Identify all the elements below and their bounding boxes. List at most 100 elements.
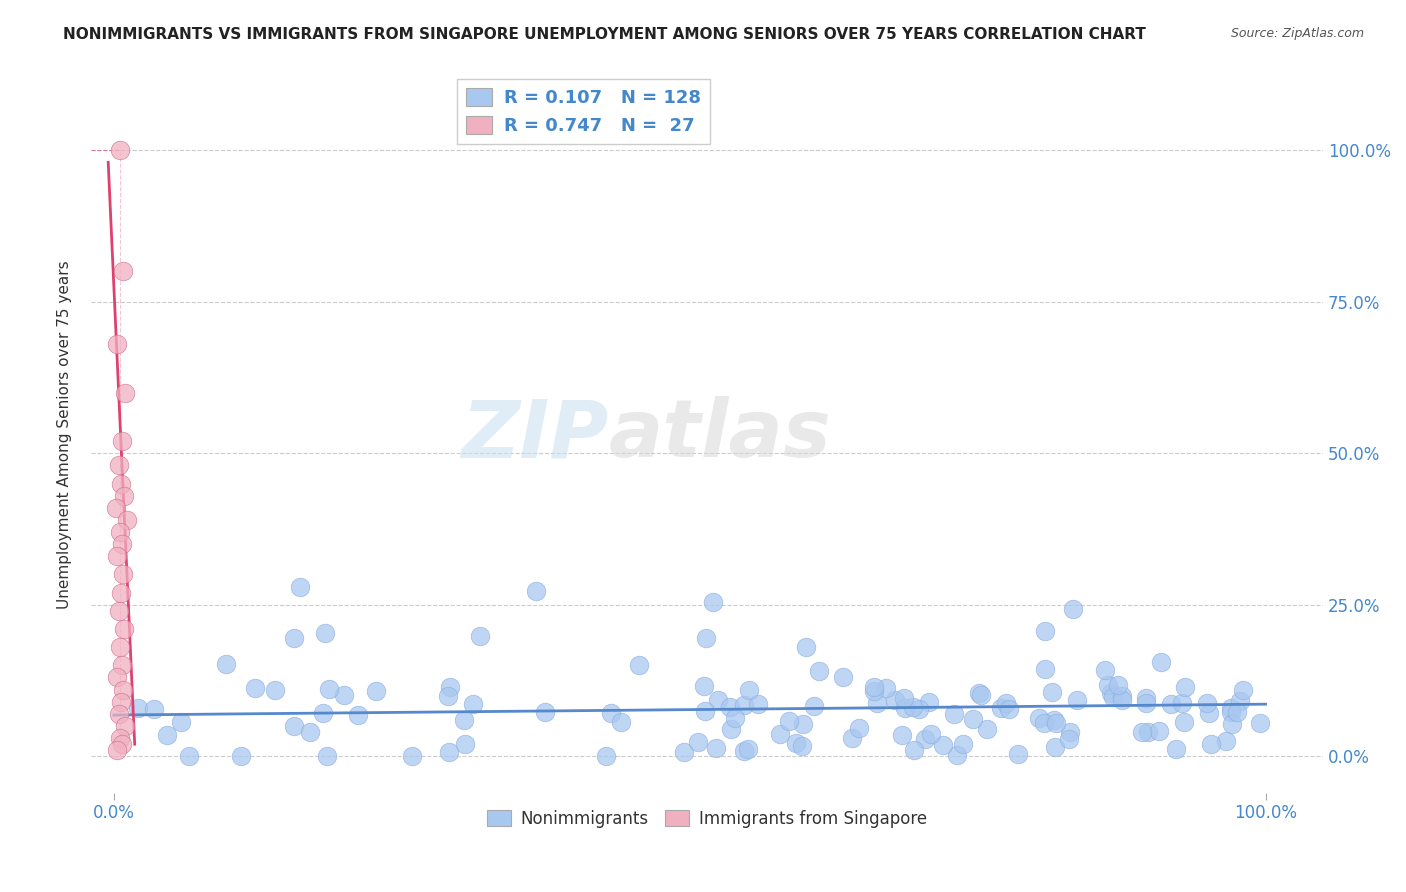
Point bbox=[1220, 717, 1243, 731]
Point bbox=[1094, 663, 1116, 677]
Point bbox=[1166, 741, 1188, 756]
Point bbox=[1059, 724, 1081, 739]
Point bbox=[524, 584, 547, 599]
Point bbox=[737, 742, 759, 756]
Point bbox=[312, 706, 335, 720]
Point bbox=[243, 681, 266, 696]
Point bbox=[931, 738, 953, 752]
Point bbox=[1160, 697, 1182, 711]
Point bbox=[883, 692, 905, 706]
Point bbox=[693, 679, 716, 693]
Point bbox=[792, 739, 814, 753]
Point bbox=[156, 728, 179, 742]
Point bbox=[807, 665, 830, 679]
Point bbox=[695, 631, 717, 645]
Point bbox=[600, 706, 623, 720]
Point bbox=[110, 695, 132, 709]
Point bbox=[112, 622, 135, 636]
Point bbox=[1033, 662, 1056, 676]
Point bbox=[111, 658, 134, 673]
Point bbox=[105, 500, 128, 515]
Point bbox=[1040, 684, 1063, 698]
Point bbox=[108, 143, 131, 157]
Text: atlas: atlas bbox=[609, 396, 831, 474]
Point bbox=[1199, 737, 1222, 751]
Point bbox=[890, 728, 912, 742]
Point bbox=[848, 721, 870, 735]
Point bbox=[1042, 714, 1064, 728]
Point bbox=[832, 670, 855, 684]
Point bbox=[1174, 680, 1197, 694]
Point bbox=[142, 702, 165, 716]
Point bbox=[170, 714, 193, 729]
Point bbox=[1066, 693, 1088, 707]
Point bbox=[110, 585, 132, 599]
Point bbox=[1249, 715, 1271, 730]
Point bbox=[288, 580, 311, 594]
Point bbox=[107, 458, 129, 473]
Point bbox=[903, 700, 925, 714]
Point bbox=[439, 680, 461, 694]
Point bbox=[127, 701, 149, 715]
Point bbox=[903, 742, 925, 756]
Point bbox=[894, 701, 917, 715]
Point bbox=[747, 697, 769, 711]
Point bbox=[453, 713, 475, 727]
Point bbox=[1150, 655, 1173, 669]
Point bbox=[946, 748, 969, 763]
Point bbox=[1130, 724, 1153, 739]
Point bbox=[111, 737, 134, 751]
Point bbox=[111, 434, 134, 449]
Point bbox=[114, 385, 136, 400]
Point bbox=[914, 731, 936, 746]
Point bbox=[107, 337, 129, 351]
Point bbox=[229, 749, 252, 764]
Point bbox=[318, 682, 340, 697]
Point bbox=[962, 712, 984, 726]
Point bbox=[1219, 700, 1241, 714]
Point bbox=[299, 724, 322, 739]
Point bbox=[1232, 682, 1254, 697]
Point bbox=[969, 686, 991, 700]
Point bbox=[112, 264, 135, 278]
Point bbox=[1101, 686, 1123, 700]
Point bbox=[347, 708, 370, 723]
Point bbox=[1198, 706, 1220, 721]
Point bbox=[995, 696, 1018, 710]
Point bbox=[1057, 732, 1080, 747]
Point bbox=[283, 719, 305, 733]
Point bbox=[439, 745, 461, 759]
Point bbox=[283, 631, 305, 645]
Point bbox=[1215, 733, 1237, 747]
Point bbox=[1173, 714, 1195, 729]
Point bbox=[1102, 690, 1125, 704]
Point bbox=[107, 743, 129, 757]
Point bbox=[918, 696, 941, 710]
Point bbox=[1097, 678, 1119, 692]
Point bbox=[436, 690, 458, 704]
Point bbox=[969, 688, 991, 702]
Point bbox=[1171, 696, 1194, 710]
Point bbox=[112, 682, 135, 697]
Point bbox=[1062, 602, 1084, 616]
Point bbox=[841, 731, 863, 746]
Point bbox=[1111, 690, 1133, 704]
Point bbox=[1226, 705, 1249, 719]
Point bbox=[628, 657, 651, 672]
Point bbox=[1107, 678, 1129, 692]
Point bbox=[720, 722, 742, 736]
Point bbox=[785, 736, 807, 750]
Point bbox=[454, 737, 477, 751]
Point bbox=[1147, 724, 1170, 739]
Point bbox=[470, 629, 492, 643]
Point bbox=[401, 749, 423, 764]
Point bbox=[1007, 747, 1029, 761]
Y-axis label: Unemployment Among Seniors over 75 years: Unemployment Among Seniors over 75 years bbox=[58, 260, 72, 609]
Point bbox=[769, 726, 792, 740]
Text: Source: ZipAtlas.com: Source: ZipAtlas.com bbox=[1230, 27, 1364, 40]
Text: ZIP: ZIP bbox=[461, 396, 609, 474]
Point bbox=[107, 549, 129, 564]
Point bbox=[1111, 693, 1133, 707]
Point bbox=[263, 683, 285, 698]
Point bbox=[863, 683, 886, 698]
